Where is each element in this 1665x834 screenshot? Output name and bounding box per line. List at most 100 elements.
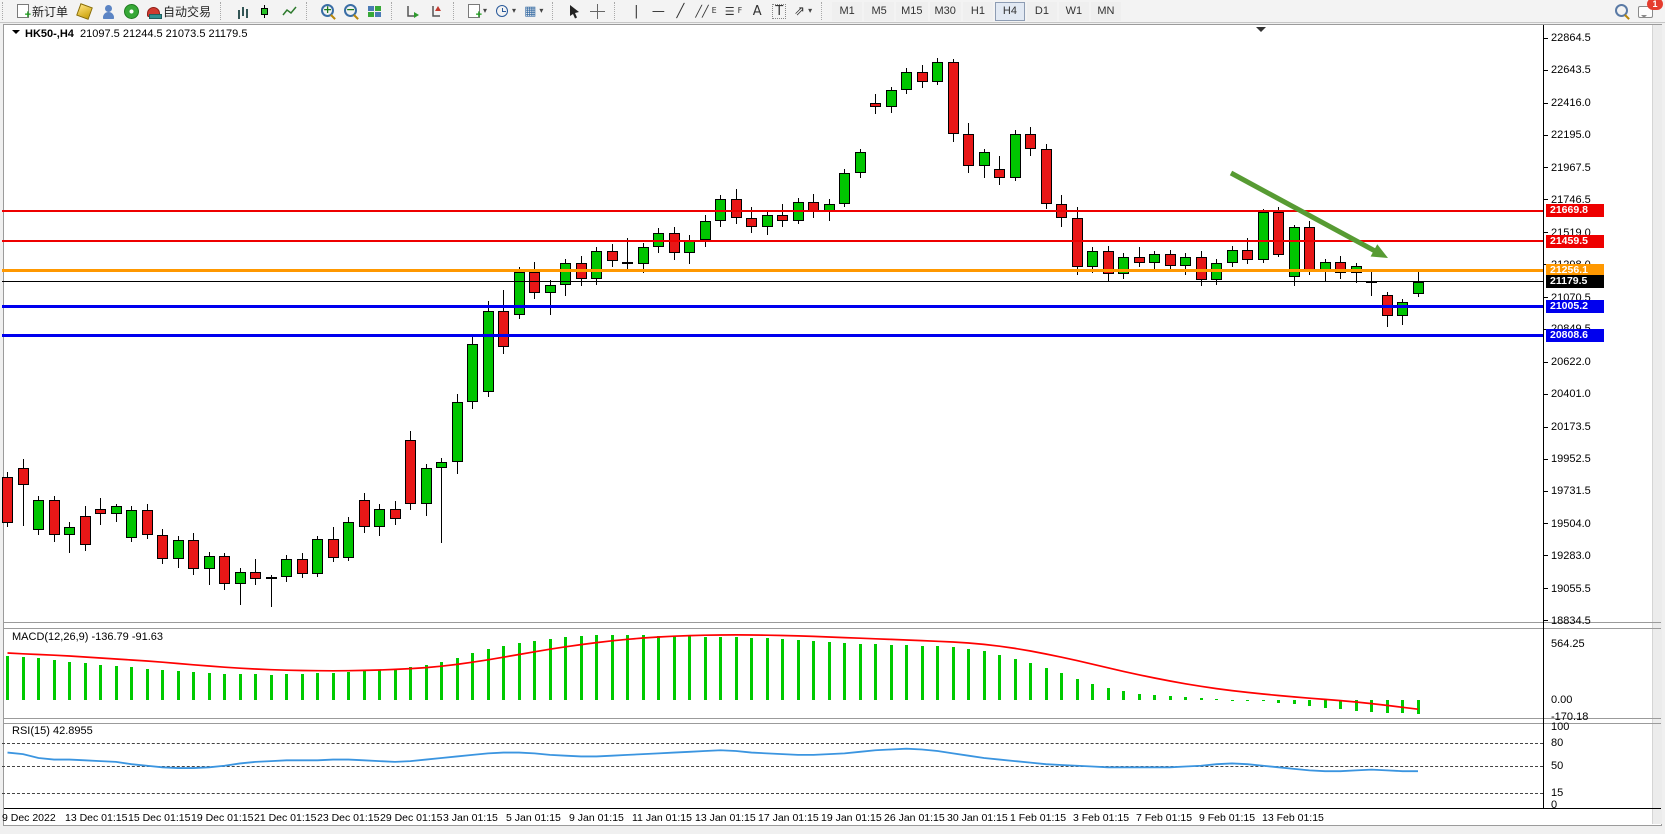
- toolbar-separator: [453, 2, 461, 20]
- line-chart-button[interactable]: [278, 1, 301, 21]
- candle-body: [1257, 212, 1269, 261]
- panel-splitter[interactable]: [4, 723, 1661, 724]
- timeframe-button-D1[interactable]: D1: [1026, 1, 1057, 21]
- text-label-button[interactable]: T: [768, 1, 790, 21]
- window-right-strip[interactable]: [1652, 25, 1662, 824]
- date-axis-label: 13 Dec 01:15: [65, 812, 128, 824]
- search-button[interactable]: [1611, 1, 1634, 21]
- price-tick: [1543, 134, 1548, 136]
- macd-histogram-bar: [378, 669, 381, 700]
- text-icon: A: [752, 3, 762, 19]
- toolbar-separator: [306, 2, 314, 20]
- price-line[interactable]: [2, 305, 1543, 309]
- date-axis-label: 9 Dec 2022: [2, 812, 56, 824]
- macd-histogram-bar: [1370, 700, 1373, 712]
- community-button[interactable]: [97, 1, 120, 21]
- symbol-period-label: HK50-,H4: [25, 28, 74, 40]
- toolbar-grip[interactable]: [2, 2, 10, 20]
- date-axis-label: 15 Dec 01:15: [128, 812, 191, 824]
- rsi-level-line: [2, 742, 1543, 744]
- autotrading-label: 自动交易: [163, 4, 212, 19]
- chart-window[interactable]: [3, 24, 1662, 826]
- new-order-button[interactable]: 新订单: [13, 1, 72, 21]
- zoom-in-button[interactable]: +: [317, 1, 340, 21]
- channel-button[interactable]: ╱╱ E: [691, 1, 720, 21]
- price-axis-border: [1543, 25, 1544, 809]
- candle-body: [358, 499, 370, 528]
- panel-splitter[interactable]: [4, 622, 1661, 623]
- macd-histogram-bar: [393, 668, 397, 700]
- chart-shift-icon: [432, 5, 442, 17]
- periods-button[interactable]: ▾: [491, 1, 520, 21]
- timeframe-button-H1[interactable]: H1: [962, 1, 993, 21]
- candle-body: [265, 576, 277, 580]
- macd-histogram-bar: [672, 636, 676, 700]
- candlestick-chart-button[interactable]: [255, 1, 278, 21]
- price-line[interactable]: [2, 240, 1543, 243]
- macd-histogram-bar: [998, 654, 1001, 700]
- tile-windows-button[interactable]: [363, 1, 386, 21]
- macd-histogram-bar: [316, 673, 319, 700]
- macd-histogram-bar: [1184, 697, 1187, 700]
- candle-body: [1133, 257, 1145, 263]
- crosshair-button[interactable]: [586, 1, 609, 21]
- price-line[interactable]: [2, 269, 1543, 273]
- shapes-button[interactable]: ⇗ ▾: [790, 1, 816, 21]
- timeframe-button-M30[interactable]: M30: [929, 1, 961, 21]
- candle-body: [777, 215, 788, 222]
- candlestick-icon: [259, 4, 274, 19]
- macd-histogram-bar: [827, 642, 831, 700]
- macd-histogram-bar: [254, 674, 257, 700]
- macd-histogram-bar: [1044, 668, 1048, 700]
- candle-body: [591, 251, 602, 279]
- horizontal-line-button[interactable]: —: [647, 1, 669, 21]
- price-line[interactable]: [2, 333, 1543, 337]
- price-line[interactable]: [2, 281, 1543, 283]
- price-line[interactable]: [2, 209, 1543, 212]
- candle-body: [1149, 254, 1160, 263]
- timeframe-button-MN[interactable]: MN: [1090, 1, 1121, 21]
- candle-body: [1195, 257, 1207, 281]
- date-axis-label: 19 Dec 01:15: [191, 812, 254, 824]
- bar-chart-button[interactable]: [231, 1, 255, 21]
- notifications-button[interactable]: 1: [1634, 0, 1663, 21]
- macd-histogram-bar: [1153, 695, 1156, 700]
- macd-histogram-bar: [1215, 699, 1218, 700]
- rsi-axis-label: 0: [1551, 798, 1558, 811]
- candle-body: [885, 89, 897, 107]
- candle-body: [1118, 257, 1129, 275]
- market-button[interactable]: [72, 1, 97, 21]
- candle-body: [219, 556, 230, 584]
- zoom-out-button[interactable]: −: [340, 1, 363, 21]
- auto-scroll-button[interactable]: [402, 1, 425, 21]
- chart-menu-icon[interactable]: [12, 29, 20, 38]
- price-tick: [1543, 490, 1548, 492]
- timeframe-button-W1[interactable]: W1: [1058, 1, 1089, 21]
- macd-histogram-bar: [362, 670, 366, 700]
- timeframe-button-M1[interactable]: M1: [832, 1, 863, 21]
- panel-splitter[interactable]: [4, 628, 1661, 629]
- candle-body: [746, 218, 757, 227]
- autotrading-button[interactable]: 自动交易: [143, 1, 215, 21]
- fibonacci-button[interactable]: ☰ F: [721, 1, 746, 21]
- signals-button[interactable]: [120, 1, 143, 21]
- timeframe-button-M15[interactable]: M15: [896, 1, 928, 21]
- chart-shift-marker[interactable]: [1256, 27, 1266, 37]
- candle-body: [188, 540, 199, 570]
- new-order-label: 新订单: [32, 4, 69, 19]
- timeframe-button-H4[interactable]: H4: [994, 1, 1025, 21]
- bar-chart-icon: [242, 6, 245, 16]
- trendline-button[interactable]: ╱: [669, 1, 691, 21]
- text-button[interactable]: A: [746, 1, 768, 21]
- panel-splitter[interactable]: [4, 718, 1661, 719]
- timeframe-button-M5[interactable]: M5: [864, 1, 895, 21]
- candle-body: [854, 151, 866, 174]
- templates-button[interactable]: ▦ ▾: [520, 1, 547, 21]
- macd-histogram-bar: [285, 674, 288, 700]
- indicators-button[interactable]: ▾: [464, 1, 491, 21]
- chart-shift-button[interactable]: [425, 1, 448, 21]
- macd-histogram-bar: [982, 651, 986, 700]
- macd-histogram-bar: [843, 643, 846, 700]
- cursor-button[interactable]: [563, 1, 586, 21]
- vertical-line-button[interactable]: |: [625, 1, 647, 21]
